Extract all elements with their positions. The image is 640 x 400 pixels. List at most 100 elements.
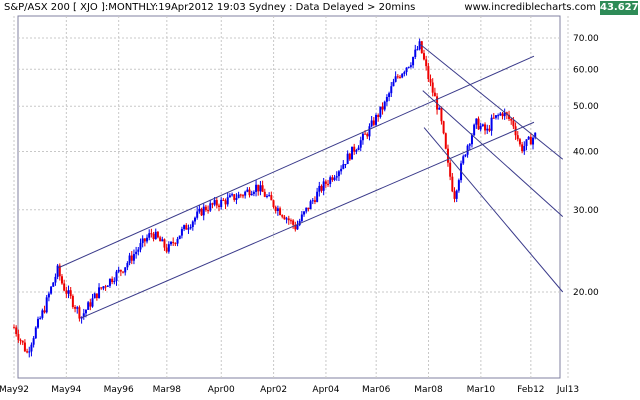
candle-body: [146, 237, 149, 242]
candle-body: [383, 101, 386, 110]
candle-body: [385, 96, 388, 102]
candle-body: [379, 106, 382, 118]
candle-body: [335, 176, 338, 178]
candle-body: [431, 82, 434, 93]
x-tick-label: May94: [51, 385, 81, 395]
candle-body: [143, 238, 146, 242]
candle-body: [268, 195, 271, 197]
candle-body: [159, 237, 162, 242]
candle-body: [499, 113, 502, 116]
candle-body: [451, 176, 454, 192]
candle-body: [518, 139, 521, 145]
candle-body: [401, 73, 404, 78]
candle-body: [521, 144, 524, 152]
y-tick-label: 40.00: [573, 147, 599, 157]
x-tick-label: Mar06: [362, 385, 391, 395]
candle-body: [300, 214, 303, 221]
candle-body: [318, 185, 321, 192]
trend-channels: [57, 43, 564, 319]
candle-body: [250, 193, 253, 196]
candle-body: [23, 342, 26, 352]
candle-body: [91, 298, 94, 307]
x-tick-label: Mar10: [467, 385, 496, 395]
candle-body: [364, 133, 367, 135]
y-tick-label: 60.00: [573, 65, 599, 75]
candle-body: [135, 251, 138, 255]
candle-body: [294, 224, 297, 230]
channel-downtrend-middle: [422, 90, 564, 218]
candle-body: [71, 295, 74, 308]
candle-body: [93, 293, 96, 299]
candle-body: [361, 133, 364, 141]
candle-body: [390, 86, 393, 94]
candle-body: [185, 225, 188, 230]
candle-body: [196, 211, 199, 218]
candle-body: [217, 205, 220, 207]
candle-body: [17, 334, 20, 340]
candle-body: [183, 225, 186, 230]
candle-body: [392, 81, 395, 87]
candle-body: [163, 239, 166, 248]
candle-body: [481, 124, 484, 126]
candle-body: [124, 267, 127, 273]
candle-body: [167, 244, 170, 252]
candle-body: [322, 181, 325, 191]
candle-body: [15, 327, 18, 335]
candle-body: [477, 118, 480, 130]
x-tick-label: Mar08: [414, 385, 443, 395]
candle-body: [19, 339, 22, 341]
candle-body: [394, 76, 397, 82]
x-axis-labels: May92 May94 May96 Mar98 Apr00 Apr02 Apr04 Mar06…: [0, 385, 579, 395]
candle-body: [457, 180, 460, 191]
candle-body: [492, 117, 495, 119]
candle-body: [89, 302, 92, 307]
chart-title: S&P/ASX 200 [ XJO ]:MONTHLY:19Apr2012 19…: [4, 2, 416, 13]
candle-body: [154, 231, 157, 240]
candle-body: [244, 191, 247, 196]
candle-body: [74, 307, 77, 309]
candle-body: [449, 162, 452, 177]
x-tick-label: Apr00: [208, 385, 235, 395]
candle-body: [137, 249, 140, 252]
candle-body: [337, 171, 340, 177]
candle-body: [222, 199, 225, 201]
candle-body: [84, 309, 87, 314]
candle-body: [202, 206, 205, 216]
candle-body: [39, 317, 42, 319]
candle-body: [488, 128, 491, 131]
candle-body: [60, 276, 63, 284]
candle-body: [204, 206, 207, 211]
candle-body: [324, 181, 327, 184]
candle-body: [170, 241, 173, 245]
candle-body: [281, 215, 284, 217]
candle-body: [233, 194, 236, 200]
candle-body: [220, 199, 223, 207]
candle-body: [98, 287, 101, 299]
candle-body: [331, 177, 334, 180]
candle-body: [50, 286, 53, 294]
candle-body: [516, 135, 519, 140]
site-url[interactable]: www.incrediblecharts.com: [464, 2, 596, 13]
candle-body: [265, 195, 268, 197]
candle-body: [473, 124, 476, 136]
candle-body: [484, 124, 487, 131]
candle-body: [396, 76, 399, 78]
candle-body: [224, 200, 227, 205]
candle-body: [429, 79, 432, 83]
candle-body: [348, 153, 351, 160]
candle-body: [87, 302, 90, 310]
candle-body: [21, 340, 24, 343]
candle-body: [56, 265, 59, 277]
candle-body: [470, 135, 473, 145]
candle-body: [126, 263, 129, 268]
candle-body: [403, 72, 406, 74]
candle-body: [311, 200, 314, 202]
candle-body: [377, 114, 380, 118]
candle-body: [490, 117, 493, 131]
channel-uptrend-upper: [57, 55, 535, 269]
candle-body: [525, 139, 528, 147]
candle-body: [141, 238, 144, 244]
candle-body: [78, 307, 81, 319]
candle-body: [381, 106, 384, 110]
candle-body: [276, 208, 279, 212]
